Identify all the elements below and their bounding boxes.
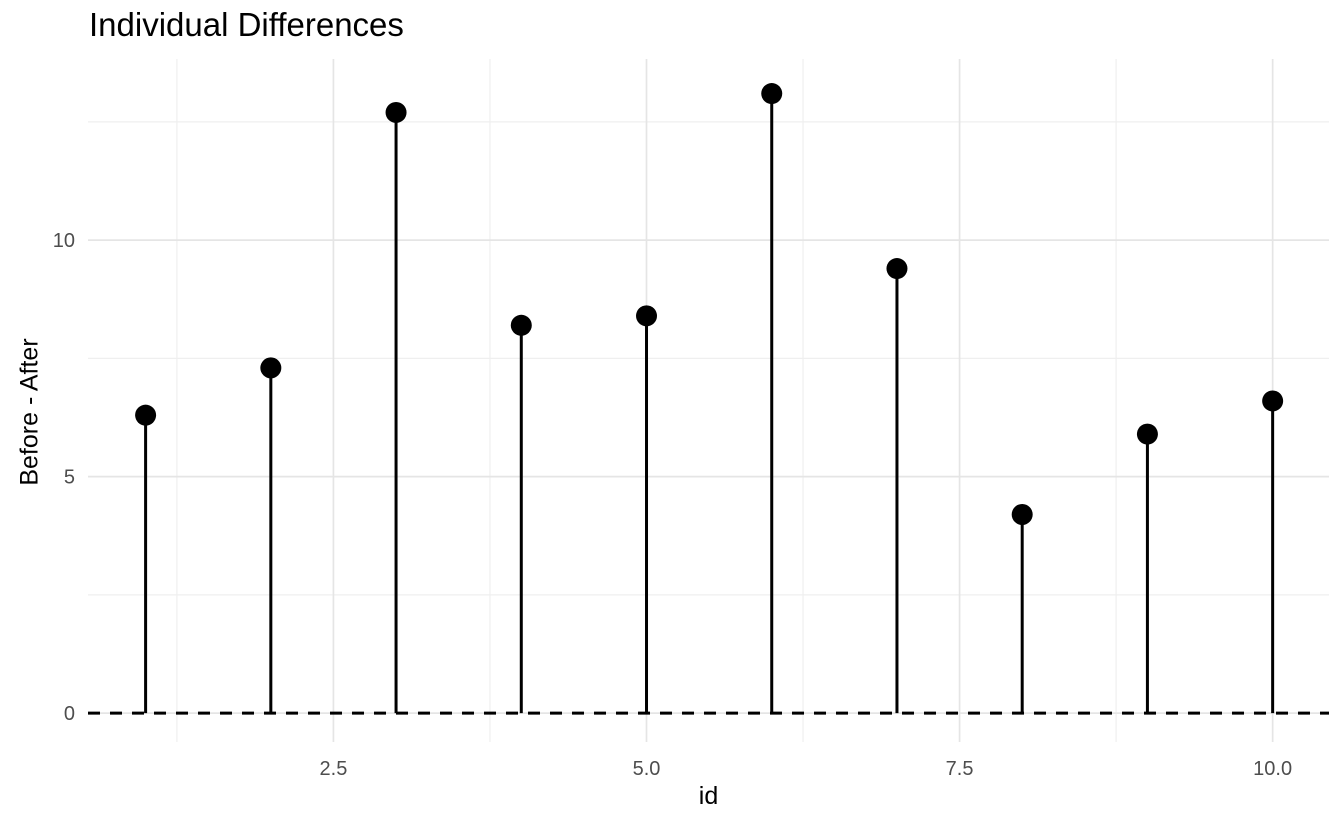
data-point: [636, 305, 658, 327]
data-point: [1136, 423, 1158, 445]
x-tick-label: 5.0: [633, 758, 661, 780]
data-point: [761, 83, 783, 105]
y-tick-label: 0: [64, 703, 75, 725]
data-point: [1011, 503, 1033, 525]
data-point: [510, 314, 532, 336]
x-axis-title: id: [698, 782, 719, 810]
x-tick-label: 2.5: [320, 758, 348, 780]
data-point: [1262, 390, 1284, 412]
x-tick-label: 7.5: [946, 758, 974, 780]
y-tick-label: 5: [64, 467, 75, 489]
chart-title: Individual Differences: [89, 6, 404, 43]
data-point: [886, 258, 908, 280]
data-point: [385, 101, 407, 123]
data-point: [135, 404, 157, 426]
data-point: [260, 357, 282, 379]
x-tick-label: 10.0: [1253, 758, 1292, 780]
y-axis-title: Before - After: [15, 338, 44, 486]
y-tick-label: 10: [53, 230, 75, 252]
